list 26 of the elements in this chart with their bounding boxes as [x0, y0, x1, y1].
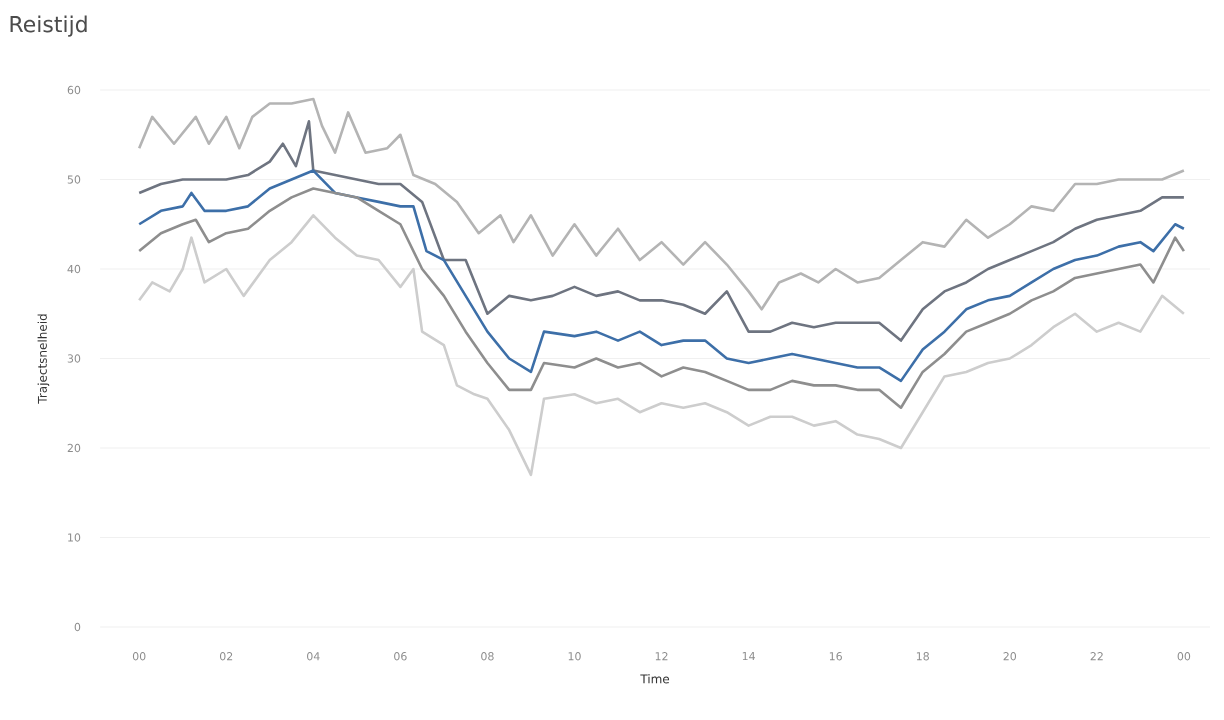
x-tick-label: 08 [481, 652, 494, 661]
x-tick-label: 06 [394, 652, 407, 661]
y-tick-label: 50 [67, 175, 81, 184]
x-tick-label: 04 [307, 652, 320, 661]
y-tick-label: 0 [74, 622, 81, 632]
y-tick-label: 20 [67, 443, 81, 453]
x-tick-label: 16 [829, 652, 842, 661]
x-tick-label: 22 [1090, 652, 1103, 661]
y-tick-label: 10 [68, 533, 81, 542]
x-tick-label: 12 [655, 652, 668, 661]
x-tick-label: 18 [916, 652, 929, 661]
line-series [137, 169, 1186, 383]
x-tick-label: 14 [742, 652, 755, 661]
x-tick-label: 10 [568, 652, 581, 661]
line-series [137, 214, 1186, 477]
y-tick-label: 30 [67, 354, 81, 363]
x-tick-label: 02 [219, 652, 233, 661]
chart-title: Reistijd [10, 15, 87, 37]
y-tick-label: 40 [67, 264, 81, 274]
x-axis-title: Time [640, 674, 670, 684]
x-tick-label: 00 [1177, 652, 1191, 661]
y-axis-title: Trajectsnelheid [37, 314, 50, 404]
y-tick-label: 60 [67, 85, 81, 95]
x-tick-label: 20 [1003, 652, 1017, 661]
x-tick-label: 00 [132, 652, 146, 661]
line-series [137, 187, 1186, 410]
